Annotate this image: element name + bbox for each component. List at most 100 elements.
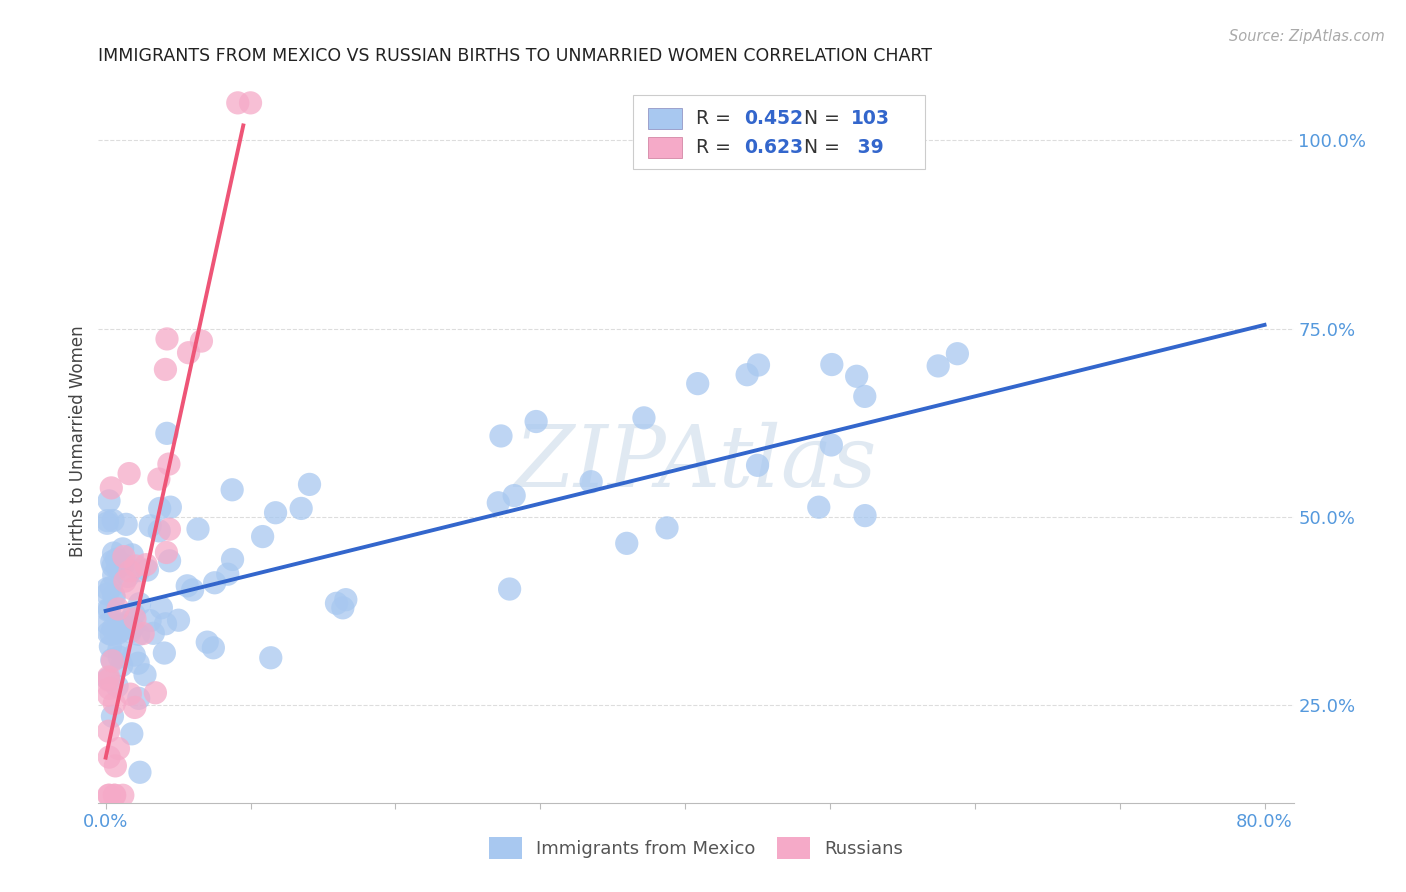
Point	[153, 646, 176, 660]
Point	[108, 624, 131, 638]
Point	[101, 555, 124, 569]
Point	[100, 627, 122, 641]
Point	[157, 522, 180, 536]
Point	[97, 724, 120, 739]
Point	[325, 596, 347, 610]
Point	[853, 389, 876, 403]
Point	[98, 789, 121, 803]
Point	[107, 602, 129, 616]
Point	[128, 627, 150, 641]
Point	[117, 569, 139, 583]
Point	[332, 600, 354, 615]
Point	[503, 489, 526, 503]
Point	[118, 564, 141, 578]
Point	[217, 567, 239, 582]
Point	[129, 765, 152, 780]
Legend: Immigrants from Mexico, Russians: Immigrants from Mexico, Russians	[489, 837, 903, 859]
Point	[101, 559, 124, 574]
Point	[98, 603, 121, 617]
Text: ZIPAtlas: ZIPAtlas	[515, 422, 877, 505]
Point	[335, 592, 357, 607]
Point	[204, 575, 226, 590]
Point	[735, 368, 758, 382]
Point	[121, 727, 143, 741]
Point	[112, 558, 135, 572]
Point	[633, 410, 655, 425]
Point	[121, 582, 143, 596]
Text: 39: 39	[852, 138, 884, 157]
Point	[111, 541, 134, 556]
Point	[128, 597, 150, 611]
Point	[108, 642, 131, 657]
Point	[111, 789, 134, 803]
Point	[747, 458, 769, 473]
Point	[136, 563, 159, 577]
Point	[489, 429, 512, 443]
Point	[101, 709, 124, 723]
Point	[807, 500, 830, 515]
Point	[97, 626, 120, 640]
Point	[121, 548, 143, 562]
Point	[107, 617, 129, 632]
Point	[101, 654, 124, 668]
Point	[100, 640, 122, 654]
Point	[221, 552, 243, 566]
Point	[96, 514, 118, 528]
Text: Source: ZipAtlas.com: Source: ZipAtlas.com	[1229, 29, 1385, 45]
Point	[260, 650, 283, 665]
Point	[139, 614, 162, 628]
Text: N =: N =	[804, 109, 845, 128]
Point	[616, 536, 638, 550]
Point	[157, 457, 180, 471]
Point	[524, 415, 547, 429]
Point	[221, 483, 243, 497]
Point	[821, 358, 844, 372]
Point	[115, 517, 138, 532]
Point	[252, 530, 274, 544]
Point	[820, 438, 842, 452]
Point	[124, 700, 146, 714]
Point	[155, 545, 177, 559]
Point	[946, 347, 969, 361]
Point	[103, 546, 125, 560]
Point	[486, 496, 509, 510]
Point	[96, 603, 118, 617]
Text: R =: R =	[696, 138, 737, 157]
Point	[103, 697, 125, 711]
Point	[97, 689, 120, 703]
Point	[128, 564, 150, 578]
Text: N =: N =	[804, 138, 845, 157]
Point	[107, 561, 129, 575]
Point	[97, 670, 120, 684]
Point	[101, 514, 124, 528]
Point	[226, 95, 249, 110]
Point	[98, 750, 121, 764]
Point	[125, 558, 148, 573]
Point	[145, 686, 167, 700]
Point	[97, 673, 120, 687]
Point	[159, 500, 181, 515]
Y-axis label: Births to Unmarried Women: Births to Unmarried Women	[69, 326, 87, 558]
Point	[111, 658, 134, 673]
Text: IMMIGRANTS FROM MEXICO VS RUSSIAN BIRTHS TO UNMARRIED WOMEN CORRELATION CHART: IMMIGRANTS FROM MEXICO VS RUSSIAN BIRTHS…	[98, 47, 932, 65]
Point	[290, 501, 312, 516]
Point	[187, 522, 209, 536]
Point	[156, 426, 179, 441]
Point	[579, 475, 602, 489]
Point	[115, 615, 138, 630]
Point	[97, 789, 120, 803]
Point	[190, 334, 212, 348]
Point	[103, 568, 125, 582]
Point	[100, 581, 122, 595]
Point	[747, 358, 769, 372]
Point	[114, 574, 136, 588]
Point	[105, 679, 128, 693]
Point	[149, 501, 172, 516]
Point	[96, 582, 118, 596]
Point	[120, 624, 142, 639]
Point	[239, 95, 262, 110]
Point	[853, 508, 876, 523]
Point	[139, 518, 162, 533]
FancyBboxPatch shape	[633, 95, 925, 169]
Point	[142, 626, 165, 640]
